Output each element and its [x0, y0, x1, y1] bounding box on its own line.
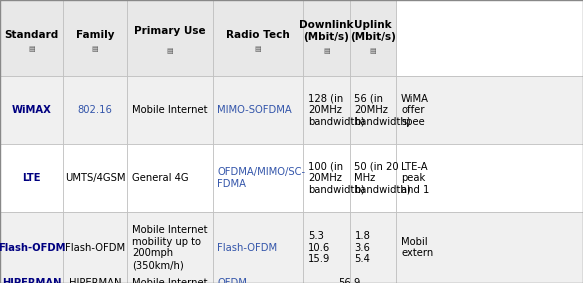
Bar	[63, 144, 127, 212]
Text: Flash-OFDM: Flash-OFDM	[0, 243, 65, 253]
Text: 802.16: 802.16	[78, 105, 113, 115]
Text: UMTS/4GSM: UMTS/4GSM	[65, 173, 125, 183]
Text: 5.3
10.6
15.9: 5.3 10.6 15.9	[308, 231, 330, 264]
Bar	[213, 212, 303, 283]
Bar	[213, 144, 303, 212]
Bar	[127, 144, 213, 212]
Text: ▤: ▤	[28, 46, 35, 53]
Text: Flash-OFDM: Flash-OFDM	[65, 243, 125, 253]
Text: Family: Family	[76, 30, 114, 40]
Text: WiMAX: WiMAX	[12, 105, 51, 115]
Bar	[213, 76, 303, 144]
Bar	[303, 76, 350, 144]
Text: ▤: ▤	[167, 48, 173, 54]
Text: Flash-OFDM: Flash-OFDM	[217, 243, 278, 253]
Text: Mobile Internet
mobility up to
200mph
(350km/h): Mobile Internet mobility up to 200mph (3…	[132, 225, 208, 270]
Text: ▤: ▤	[370, 48, 377, 54]
Bar	[0, 0, 63, 76]
Text: HIPERMAN: HIPERMAN	[69, 278, 121, 283]
Text: General 4G: General 4G	[132, 173, 188, 183]
Bar	[396, 212, 583, 283]
Text: 1.8
3.6
5.4: 1.8 3.6 5.4	[354, 231, 370, 264]
Bar	[63, 212, 127, 283]
Bar	[127, 76, 213, 144]
Bar	[396, 76, 583, 144]
Text: ▤: ▤	[92, 46, 99, 53]
Bar	[303, 212, 350, 283]
Text: ▤: ▤	[323, 48, 330, 54]
Text: OFDMA/MIMO/SC-
FDMA: OFDMA/MIMO/SC- FDMA	[217, 168, 305, 189]
Bar	[63, 76, 127, 144]
Text: OFDM: OFDM	[217, 278, 247, 283]
Text: Downlink
(Mbit/s): Downlink (Mbit/s)	[299, 20, 354, 42]
Bar	[350, 76, 396, 144]
Text: Radio Tech: Radio Tech	[226, 30, 290, 40]
Bar	[213, 0, 303, 76]
Bar	[303, 144, 350, 212]
Text: Mobile Internet: Mobile Internet	[132, 278, 208, 283]
Bar	[303, 0, 350, 76]
Bar	[396, 144, 583, 212]
Text: 100 (in
20MHz
bandwidth): 100 (in 20MHz bandwidth)	[308, 162, 364, 195]
Text: HIPERMAN: HIPERMAN	[2, 278, 61, 283]
Bar	[350, 0, 396, 76]
Text: Mobil
extern: Mobil extern	[401, 237, 433, 258]
Text: 56.9: 56.9	[339, 278, 361, 283]
Bar	[0, 212, 63, 283]
Text: 50 (in 20
MHz
bandwidth): 50 (in 20 MHz bandwidth)	[354, 162, 411, 195]
Text: MIMO-SOFDMA: MIMO-SOFDMA	[217, 105, 292, 115]
Text: WiMA
offer
spee: WiMA offer spee	[401, 94, 429, 127]
Bar	[396, 0, 583, 76]
Text: ▤: ▤	[255, 46, 261, 53]
Bar	[350, 212, 396, 283]
Text: LTE-A
peak
and 1: LTE-A peak and 1	[401, 162, 430, 195]
Bar	[0, 76, 63, 144]
Bar	[350, 144, 396, 212]
Text: Primary Use: Primary Use	[134, 26, 206, 36]
Text: 56 (in
20MHz
bandwidth): 56 (in 20MHz bandwidth)	[354, 94, 411, 127]
Bar	[0, 144, 63, 212]
Bar	[63, 0, 127, 76]
Text: Mobile Internet: Mobile Internet	[132, 105, 208, 115]
Text: Uplink
(Mbit/s): Uplink (Mbit/s)	[350, 20, 396, 42]
Bar	[127, 212, 213, 283]
Text: Standard: Standard	[4, 30, 59, 40]
Text: 128 (in
20MHz
bandwidth): 128 (in 20MHz bandwidth)	[308, 94, 364, 127]
Text: LTE: LTE	[22, 173, 41, 183]
Bar	[127, 0, 213, 76]
